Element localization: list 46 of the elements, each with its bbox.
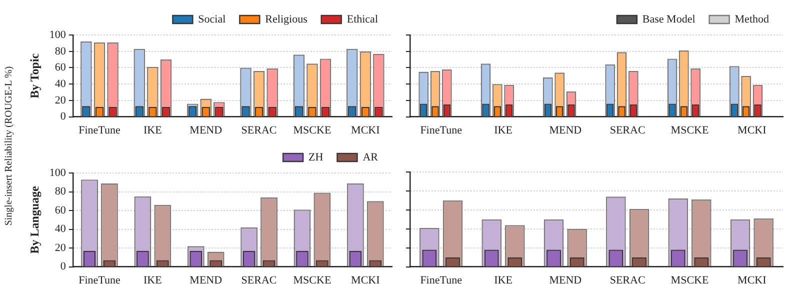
y-axis-title: By Language [27, 185, 42, 254]
x-tick-label: IKE [144, 124, 162, 136]
x-tick-label: FineTune [78, 124, 120, 136]
text: Single-insert Reliability (ROUGE-L %) [4, 66, 14, 226]
x-tick-label: MCKI [351, 274, 380, 286]
x-tick-label: FineTune [420, 124, 462, 136]
legend-label: AR [362, 151, 379, 164]
y-tick-label: 100 [49, 166, 66, 179]
x-tick-label: SERAC [241, 274, 277, 286]
x-tick-label: MEND [190, 124, 222, 136]
y-tick-label: 20 [54, 242, 66, 254]
y-tick-label: 60 [54, 204, 66, 216]
y-tick-label: 0 [60, 260, 66, 273]
legend-label: ZH [308, 151, 324, 164]
x-tick-label: MEND [549, 274, 582, 286]
legend-label: Base Model [642, 13, 696, 26]
x-tick-label: SERAC [241, 124, 277, 136]
x-tick-label: MEND [549, 124, 582, 136]
y-tick-label: 80 [54, 45, 66, 58]
x-tick-label: MCKI [738, 124, 767, 136]
x-tick-label: IKE [494, 124, 513, 136]
x-tick-label: IKE [494, 274, 513, 286]
legend-label: Ethical [346, 13, 378, 26]
x-tick-label: MSCKE [670, 124, 709, 136]
y-tick-label: 0 [60, 110, 66, 123]
x-tick-label: MSCKE [293, 274, 332, 286]
x-tick-label: FineTune [78, 274, 120, 286]
y-tick-label: 80 [54, 186, 66, 198]
y-tick-label: 40 [54, 223, 66, 236]
x-tick-label: MCKI [738, 274, 767, 286]
y-tick-label: 60 [54, 62, 66, 74]
y-axis-title: By Topic [27, 52, 42, 98]
y-tick-label: 100 [49, 28, 66, 41]
x-tick-label: IKE [144, 274, 162, 286]
y-tick-label: 20 [54, 94, 66, 106]
y-tick-label: 40 [54, 78, 66, 90]
legend-label: Religious [265, 13, 308, 26]
legend-label: Social [198, 13, 226, 26]
x-tick-label: MSCKE [293, 124, 332, 136]
x-tick-label: MSCKE [670, 274, 709, 286]
x-tick-label: SERAC [610, 274, 646, 286]
legend-label: Method [734, 13, 770, 26]
x-tick-label: SERAC [610, 124, 646, 136]
x-tick-label: FineTune [420, 274, 462, 286]
x-tick-label: MCKI [351, 124, 380, 136]
x-tick-label: MEND [190, 274, 222, 286]
